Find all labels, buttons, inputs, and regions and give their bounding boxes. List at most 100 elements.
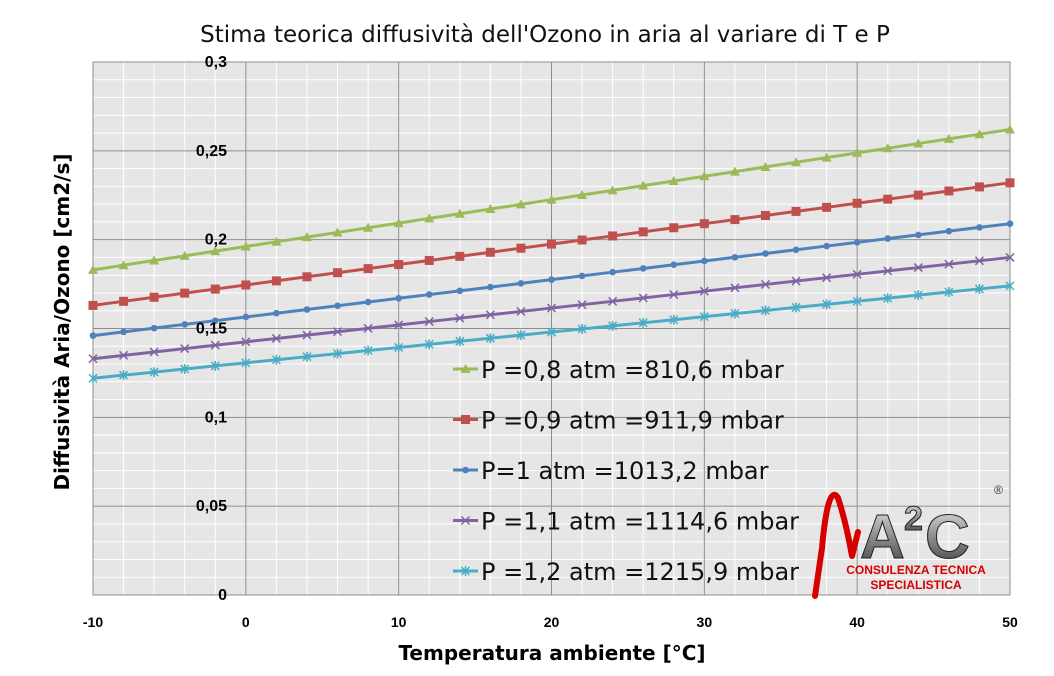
logo-superscript: 2 xyxy=(904,500,923,538)
data-point xyxy=(791,302,801,313)
data-point xyxy=(302,272,312,282)
data-point xyxy=(670,261,678,269)
data-point xyxy=(394,260,404,270)
data-point xyxy=(608,296,618,306)
data-point xyxy=(455,336,465,347)
logo-line-1: CONSULENZA TECNICA xyxy=(846,563,986,577)
data-point xyxy=(210,284,220,294)
data-point xyxy=(487,283,494,291)
data-point xyxy=(485,247,495,257)
data-point xyxy=(607,185,618,195)
data-point xyxy=(485,204,496,214)
data-point xyxy=(241,280,251,290)
data-point xyxy=(455,251,465,261)
y-tick-label: 0,1 xyxy=(205,409,227,426)
legend-label: P =1,2 atm =1215,9 mbar xyxy=(481,558,799,586)
data-point xyxy=(210,340,220,350)
data-point xyxy=(271,276,281,286)
legend: P =0,8 atm =810,6 mbar P =0,9 atm =911,9 … xyxy=(453,356,799,586)
data-point xyxy=(913,290,923,301)
data-point xyxy=(577,323,587,334)
x-tick-label: 0 xyxy=(242,614,250,630)
series-4 xyxy=(88,252,1015,364)
data-point xyxy=(393,218,404,228)
data-point xyxy=(363,222,374,232)
data-point xyxy=(638,180,649,190)
data-point xyxy=(546,303,557,313)
legend-label: P =0,8 atm =810,6 mbar xyxy=(481,356,784,384)
series-1 xyxy=(88,124,1015,274)
data-point xyxy=(913,138,924,148)
data-point xyxy=(181,321,188,328)
legend-label: P =1,1 atm =1114,6 mbar xyxy=(481,508,799,536)
data-point xyxy=(913,190,923,200)
legend-label: P=1 atm =1013,2 mbar xyxy=(481,457,769,485)
data-point xyxy=(547,239,556,249)
x-axis-label: Temperatura ambiente [°C] xyxy=(398,641,705,665)
data-point xyxy=(699,286,709,296)
y-tick-label: 0,05 xyxy=(196,498,227,515)
y-tick-label: 0,25 xyxy=(196,143,227,160)
data-point xyxy=(333,327,343,337)
data-point xyxy=(548,276,555,283)
data-point xyxy=(301,232,312,242)
y-tick-label: 0 xyxy=(218,587,227,604)
data-point xyxy=(88,354,98,364)
data-point xyxy=(852,198,862,208)
y-axis-ticks: 0 0,05 0,1 0,15 0,2 0,25 0,3 xyxy=(196,54,227,604)
data-point xyxy=(394,320,404,330)
data-point xyxy=(302,351,312,362)
data-point xyxy=(577,300,587,310)
data-point xyxy=(974,256,984,266)
data-point xyxy=(120,328,127,336)
series-3 xyxy=(89,220,1014,339)
x-tick-label: 20 xyxy=(544,614,560,630)
data-point xyxy=(730,283,740,293)
data-point xyxy=(460,566,471,576)
data-point xyxy=(461,415,470,424)
data-point xyxy=(150,324,158,332)
data-point xyxy=(118,260,129,270)
data-point xyxy=(822,299,832,310)
data-point xyxy=(699,171,710,181)
data-point xyxy=(211,317,219,324)
data-point xyxy=(88,264,98,274)
logo-swoosh-icon xyxy=(812,491,861,599)
data-point xyxy=(89,332,97,339)
data-point xyxy=(546,194,557,204)
data-point xyxy=(669,290,679,300)
data-point xyxy=(241,337,251,347)
x-axis-ticks: -10 0 10 20 30 40 50 xyxy=(83,614,1018,630)
data-point xyxy=(943,133,954,143)
data-point xyxy=(516,330,526,341)
data-point xyxy=(1005,124,1015,134)
data-point xyxy=(425,291,433,298)
data-point xyxy=(852,269,862,279)
data-point xyxy=(363,264,373,274)
logo-letter-a: A xyxy=(860,503,905,572)
data-point xyxy=(119,370,129,381)
series-5 xyxy=(88,280,1015,384)
data-point xyxy=(821,152,832,162)
data-point xyxy=(485,310,495,320)
x-tick-label: 30 xyxy=(697,614,713,630)
data-point xyxy=(303,306,311,313)
data-point xyxy=(701,257,708,265)
data-point xyxy=(852,147,863,157)
data-point xyxy=(516,243,526,253)
data-point xyxy=(915,231,922,239)
data-point xyxy=(638,293,648,303)
data-point xyxy=(853,239,861,246)
data-point xyxy=(578,272,586,280)
data-point xyxy=(364,298,372,306)
logo-registered-mark: ® xyxy=(994,483,1003,497)
data-point xyxy=(462,466,469,474)
logo-line-2: SPECIALISTICA xyxy=(870,578,962,592)
data-point xyxy=(546,327,557,338)
data-point xyxy=(119,296,129,306)
legend-item: P =1,2 atm =1215,9 mbar xyxy=(453,558,799,586)
legend-item: P=1 atm =1013,2 mbar xyxy=(453,457,769,485)
data-point xyxy=(760,211,770,221)
x-tick-label: 10 xyxy=(391,614,407,630)
